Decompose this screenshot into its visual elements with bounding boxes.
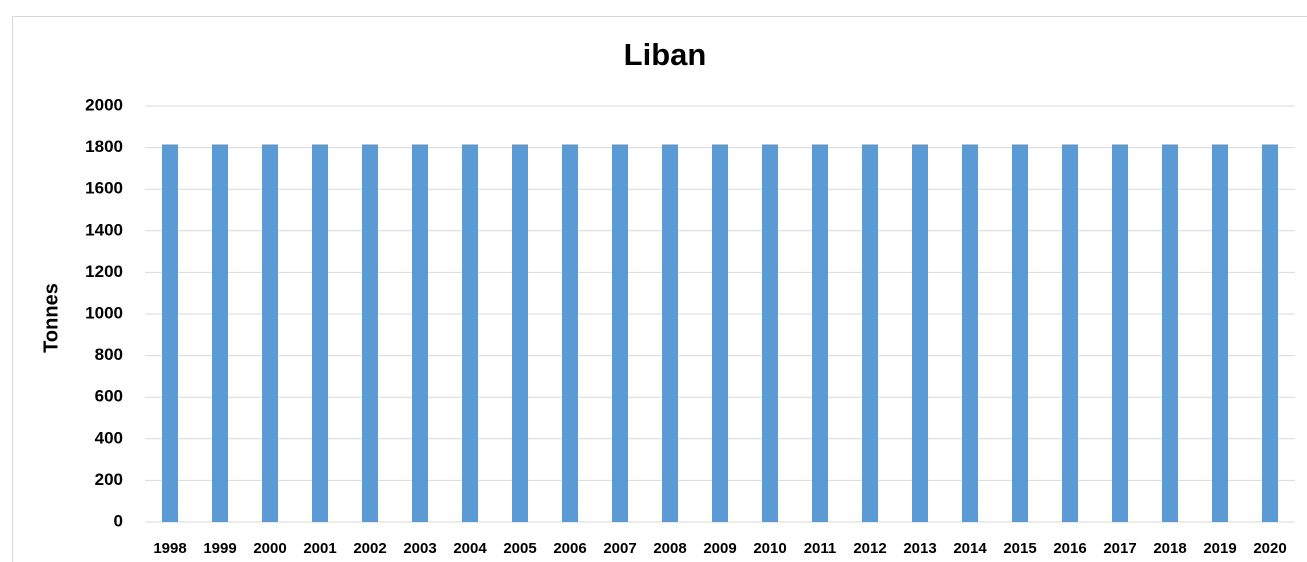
bar (212, 144, 228, 523)
bar (1112, 144, 1128, 523)
x-tick-label: 2016 (1053, 540, 1086, 557)
x-tick-label: 2005 (503, 540, 536, 557)
chart-frame (12, 16, 1307, 562)
x-tick-label: 2003 (403, 540, 436, 557)
x-tick-label: 2020 (1253, 540, 1286, 557)
y-axis-label: Tonnes (40, 283, 62, 353)
x-tick-label: 2012 (853, 540, 886, 557)
x-tick-label: 2000 (253, 540, 286, 557)
x-tick-label: 2015 (1003, 540, 1036, 557)
bar (462, 144, 478, 523)
bar (862, 144, 878, 523)
bar (1012, 144, 1028, 523)
bar (912, 144, 928, 523)
y-tick-label: 400 (95, 428, 123, 447)
bar (312, 144, 328, 523)
bar (712, 144, 728, 523)
x-tick-label: 2006 (553, 540, 586, 557)
x-tick-label: 2018 (1153, 540, 1186, 557)
x-tick-label: 1998 (153, 540, 186, 557)
bar (1262, 144, 1278, 523)
bar (362, 144, 378, 523)
bar (812, 144, 828, 523)
y-tick-label: 1400 (85, 220, 123, 239)
x-tick-label: 2009 (703, 540, 736, 557)
y-tick-label: 800 (95, 345, 123, 364)
y-tick-label: 200 (95, 470, 123, 489)
x-tick-label: 1999 (203, 540, 236, 557)
y-tick-label: 1800 (85, 137, 123, 156)
bar (412, 144, 428, 523)
x-tick-label: 2008 (653, 540, 686, 557)
x-tick-label: 2013 (903, 540, 936, 557)
y-tick-label: 600 (95, 387, 123, 406)
bar (562, 144, 578, 523)
x-tick-label: 2004 (453, 540, 487, 557)
y-tick-label: 1200 (85, 262, 123, 281)
x-tick-label: 2007 (603, 540, 636, 557)
chart-title: Liban (624, 37, 707, 72)
y-tick-label: 2000 (85, 95, 123, 114)
x-tick-label: 2019 (1203, 540, 1236, 557)
bar (1212, 144, 1228, 523)
bar (1162, 144, 1178, 523)
bar (662, 144, 678, 523)
x-tick-label: 2017 (1103, 540, 1136, 557)
bar (162, 144, 178, 523)
bar (962, 144, 978, 523)
bar (762, 144, 778, 523)
y-tick-label: 1600 (85, 179, 123, 198)
bar (262, 144, 278, 523)
x-tick-label: 2011 (804, 540, 837, 557)
bar (1062, 144, 1078, 523)
x-tick-label: 2002 (353, 540, 386, 557)
x-tick-label: 2010 (753, 540, 786, 557)
y-tick-label: 1000 (85, 303, 123, 322)
x-tick-label: 2014 (953, 540, 987, 557)
x-tick-label: 2001 (303, 540, 336, 557)
bar (512, 144, 528, 523)
y-tick-label: 0 (114, 511, 123, 530)
bar (612, 144, 628, 523)
